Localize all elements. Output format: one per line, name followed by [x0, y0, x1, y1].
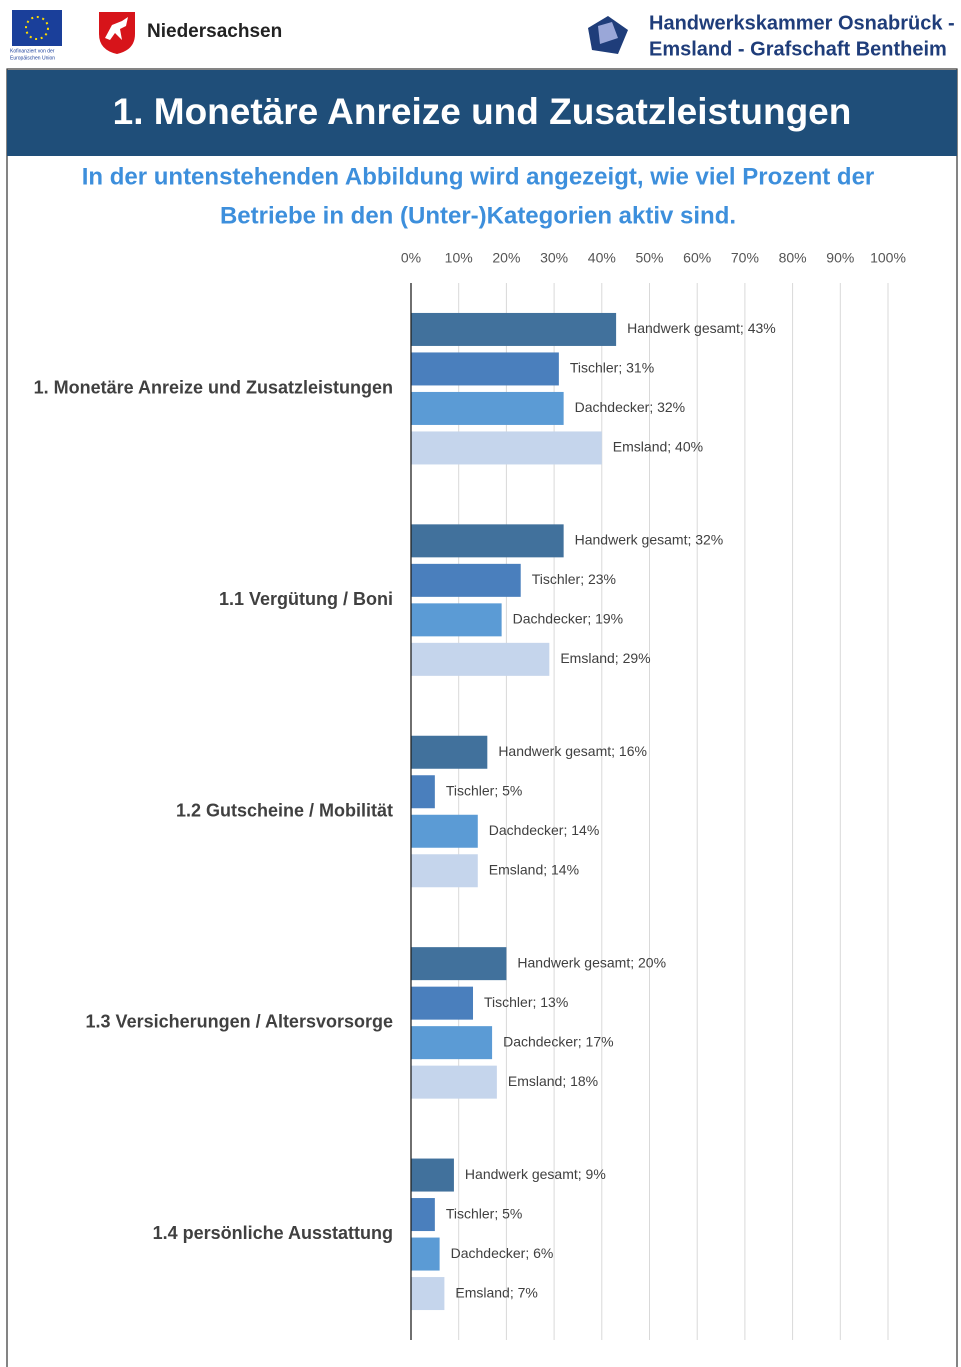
data-label: Emsland; 18%: [508, 1073, 598, 1089]
x-tick-label: 40%: [588, 250, 616, 266]
bar: [411, 1277, 445, 1311]
bar: [411, 1026, 493, 1060]
eu-stars: [25, 16, 49, 40]
x-tick-label: 20%: [492, 250, 520, 266]
data-label: Emsland; 29%: [560, 650, 650, 666]
data-label: Handwerk gesamt; 9%: [465, 1166, 606, 1182]
bar: [411, 524, 564, 558]
chamber-name: Emsland - Grafschaft Bentheim: [649, 38, 947, 60]
x-tick-label: 30%: [540, 250, 568, 266]
data-label: Emsland; 7%: [455, 1284, 537, 1300]
x-tick-label: 90%: [826, 250, 854, 266]
category-label: 1. Monetäre Anreize und Zusatzleistungen: [34, 377, 393, 397]
subtitle: Betriebe in den (Unter-)Kategorien aktiv…: [220, 202, 736, 229]
data-label: Handwerk gesamt; 20%: [517, 954, 666, 970]
bar: [411, 735, 488, 769]
chamber-name: Handwerkskammer Osnabrück -: [649, 12, 955, 34]
data-label: Tischler; 5%: [446, 1205, 523, 1221]
x-tick-label: 70%: [731, 250, 759, 266]
data-label: Emsland; 40%: [613, 439, 703, 455]
bar: [411, 986, 474, 1020]
x-tick-label: 50%: [635, 250, 663, 266]
bar: [411, 391, 564, 425]
state-name: Niedersachsen: [147, 21, 282, 42]
x-tick-label: 10%: [445, 250, 473, 266]
category-label: 1.1 Vergütung / Boni: [219, 589, 393, 609]
bar: [411, 642, 550, 676]
chamber-logo-inner: [598, 22, 618, 44]
bar: [411, 775, 435, 809]
x-tick-label: 60%: [683, 250, 711, 266]
page-frame: [6, 68, 958, 1367]
bar: [411, 1237, 440, 1271]
data-label: Tischler; 23%: [532, 571, 616, 587]
bar: [411, 1158, 454, 1192]
data-label: Dachdecker; 32%: [575, 399, 686, 415]
bar: [411, 603, 502, 637]
eu-flag: [12, 10, 62, 46]
bar: [411, 431, 602, 465]
eu-caption: Europäischen Union: [10, 55, 55, 61]
data-label: Dachdecker; 19%: [513, 611, 624, 627]
bar: [411, 352, 559, 386]
subtitle: In der untenstehenden Abbildung wird ang…: [82, 163, 875, 190]
bar: [411, 563, 521, 597]
category-label: 1.2 Gutscheine / Mobilität: [176, 800, 393, 820]
bar: [411, 312, 617, 346]
data-label: Emsland; 14%: [489, 861, 579, 877]
category-label: 1.3 Versicherungen / Altersvorsorge: [86, 1012, 393, 1032]
category-label: 1.4 persönliche Ausstattung: [153, 1223, 393, 1243]
bar: [411, 1065, 497, 1099]
title-bar: [7, 70, 957, 156]
data-label: Dachdecker; 14%: [489, 822, 600, 838]
page-title: 1. Monetäre Anreize und Zusatzleistungen: [113, 91, 852, 132]
data-label: Handwerk gesamt; 43%: [627, 320, 776, 336]
data-label: Dachdecker; 6%: [451, 1245, 554, 1261]
x-tick-label: 0%: [401, 250, 421, 266]
bar: [411, 854, 478, 888]
crest-horse: [105, 17, 128, 40]
data-label: Handwerk gesamt; 16%: [498, 743, 647, 759]
data-label: Tischler; 13%: [484, 994, 568, 1010]
data-label: Dachdecker; 17%: [503, 1033, 614, 1049]
data-label: Tischler; 31%: [570, 360, 654, 376]
data-label: Handwerk gesamt; 32%: [575, 532, 724, 548]
data-label: Tischler; 5%: [446, 782, 523, 798]
bar: [411, 814, 478, 848]
x-tick-label: 100%: [870, 250, 906, 266]
eu-caption: Kofinanziert von der: [10, 48, 55, 54]
bar: [411, 947, 507, 981]
x-tick-label: 80%: [779, 250, 807, 266]
bar: [411, 1198, 435, 1232]
